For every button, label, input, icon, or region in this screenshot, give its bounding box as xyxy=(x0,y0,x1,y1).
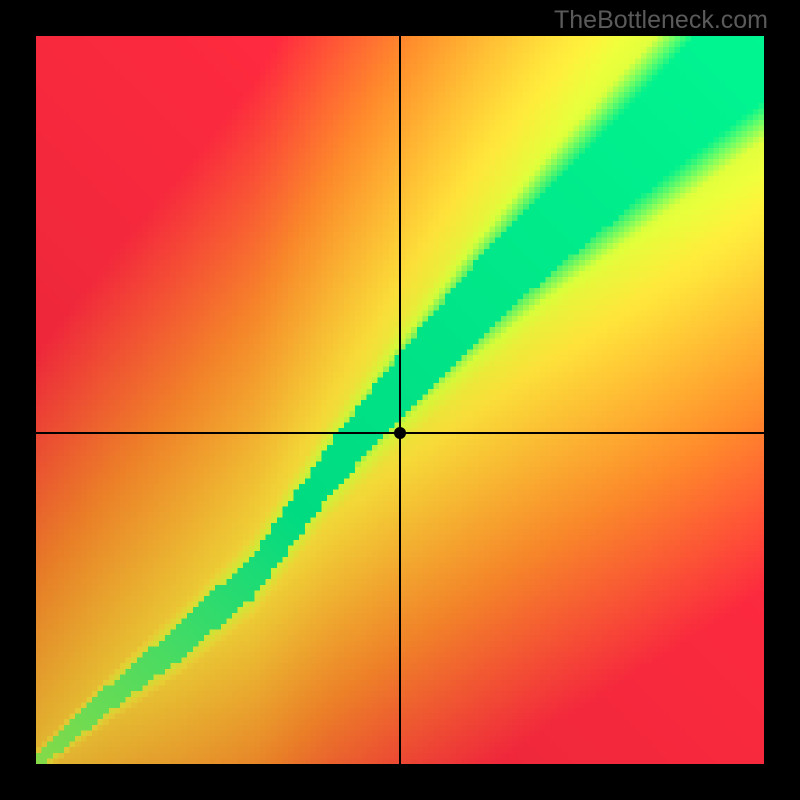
watermark-text: TheBottleneck.com xyxy=(554,6,768,35)
crosshair-vertical-line xyxy=(399,36,401,764)
crosshair-dot xyxy=(394,427,406,439)
